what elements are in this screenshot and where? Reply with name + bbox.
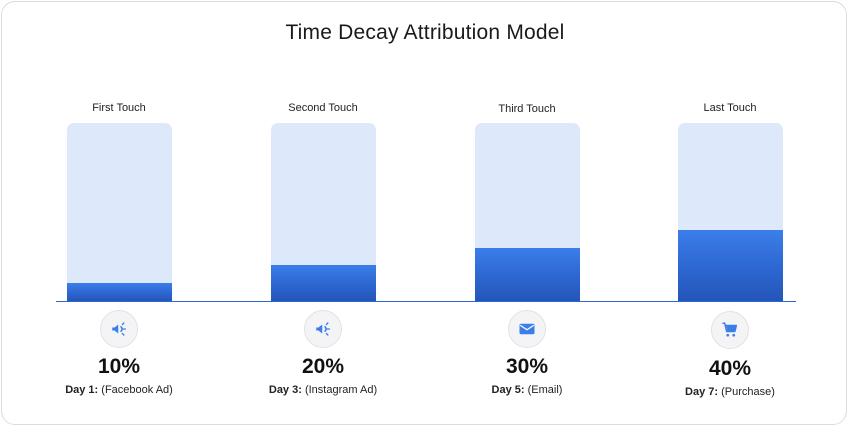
x-axis-baseline xyxy=(56,301,796,302)
touchpoint-channel: (Purchase) xyxy=(718,386,775,398)
bar xyxy=(475,248,580,301)
touchpoint-label: Day 7: (Purchase) xyxy=(630,386,830,398)
touchpoint-day: Day 5: xyxy=(491,384,525,396)
touchpoint-channel: (Facebook Ad) xyxy=(98,384,173,396)
category-label: Second Touch xyxy=(288,102,358,114)
bar xyxy=(67,283,172,301)
cart-icon xyxy=(711,311,749,349)
bar-track xyxy=(67,123,172,301)
data-label: 40% xyxy=(708,357,752,380)
touchpoint-label: Day 5: (Email) xyxy=(427,384,627,396)
touchpoint-day: Day 3: xyxy=(268,384,302,396)
touchpoint-day: Day 1: xyxy=(65,384,99,396)
bar xyxy=(678,230,783,301)
megaphone-icon xyxy=(304,310,342,348)
bar xyxy=(271,265,376,301)
touchpoint-channel: (Email) xyxy=(524,384,563,396)
category-label: Last Touch xyxy=(703,102,757,114)
chart-title: Time Decay Attribution Model xyxy=(285,21,565,44)
category-label: First Touch xyxy=(92,102,146,114)
data-label: 30% xyxy=(505,355,549,378)
category-label: Third Touch xyxy=(498,103,556,115)
megaphone-icon xyxy=(100,310,138,348)
touchpoint-label: Day 1: (Facebook Ad) xyxy=(19,384,219,396)
data-label: 10% xyxy=(97,355,141,378)
data-label: 20% xyxy=(301,355,345,378)
email-icon xyxy=(508,310,546,348)
touchpoint-label: Day 3: (Instagram Ad) xyxy=(223,384,423,396)
touchpoint-day: Day 7: xyxy=(685,386,719,398)
touchpoint-channel: (Instagram Ad) xyxy=(301,384,378,396)
